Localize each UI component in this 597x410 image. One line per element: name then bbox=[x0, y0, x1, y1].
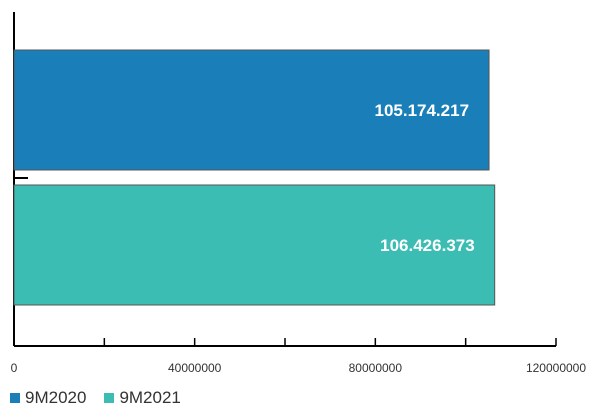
x-tick-label: 40000000 bbox=[168, 361, 222, 375]
x-tick-label: 0 bbox=[11, 361, 18, 375]
data-label-9m2021: 106.426.373 bbox=[380, 236, 475, 255]
legend-item-9m2020: 9M2020 bbox=[10, 388, 86, 408]
legend: 9M2020 9M2021 bbox=[10, 388, 181, 408]
data-labels: 105.174.217 106.426.373 bbox=[374, 101, 474, 255]
x-ticks: 0 40000000 80000000 120000000 bbox=[11, 338, 586, 375]
data-label-9m2020: 105.174.217 bbox=[374, 101, 469, 120]
legend-item-9m2021: 9M2021 bbox=[104, 388, 181, 408]
legend-swatch-9m2020 bbox=[10, 393, 20, 403]
legend-label-9m2021: 9M2021 bbox=[119, 388, 181, 407]
legend-label-9m2020: 9M2020 bbox=[25, 388, 87, 407]
bars bbox=[13, 49, 496, 306]
x-tick-label: 80000000 bbox=[349, 361, 403, 375]
bar-9m2021 bbox=[13, 184, 496, 306]
legend-swatch-9m2021 bbox=[104, 393, 115, 403]
bar-9m2020 bbox=[13, 49, 490, 171]
x-tick-label: 120000000 bbox=[526, 361, 586, 375]
